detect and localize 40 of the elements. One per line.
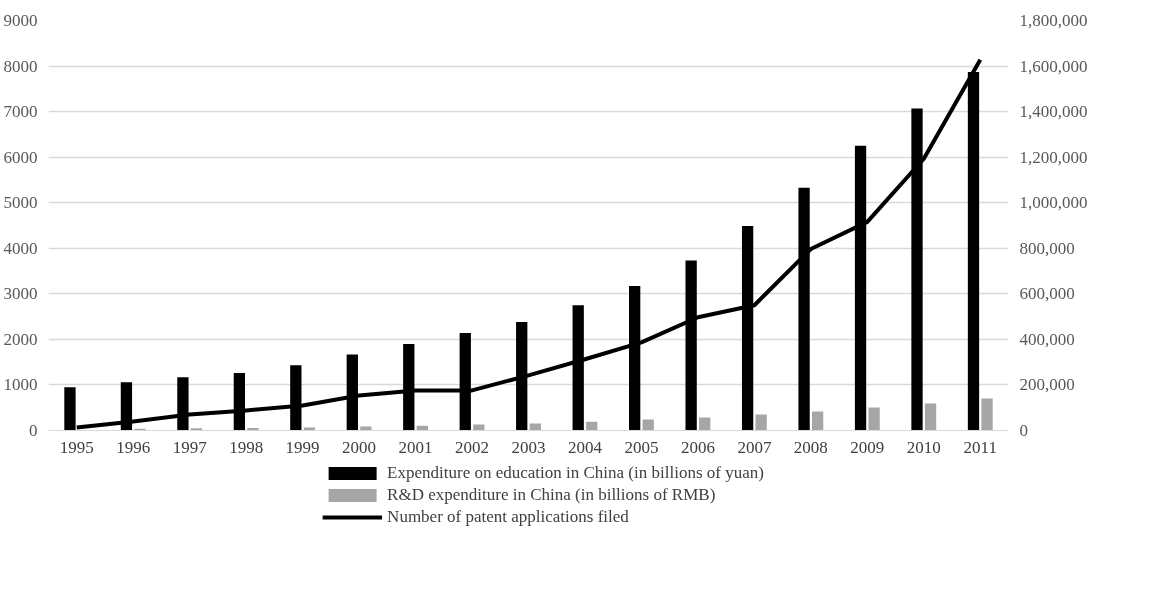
x-tick-label: 1999 (285, 437, 320, 457)
y2-tick-label: 600,000 (1019, 284, 1075, 304)
legend-label: Number of patent applications filed (387, 507, 629, 527)
x-tick-label: 1998 (229, 437, 264, 457)
x-tick-label: 2000 (342, 437, 377, 457)
x-tick-label: 2001 (398, 437, 433, 457)
y2-tick-label: 400,000 (1019, 329, 1075, 349)
x-tick-label: 2006 (680, 437, 715, 457)
x-tick-label: 1995 (59, 437, 94, 457)
y2-tick-label: 1,000,000 (1019, 193, 1088, 213)
x-tick-label: 2002 (455, 437, 490, 457)
x-tick-label: 2005 (624, 437, 659, 457)
legend-label: R&D expenditure in China (in billions of RMB) (387, 485, 716, 505)
y2-tick-label: 0 (1019, 421, 1028, 440)
x-tick-label: 2010 (906, 437, 941, 457)
x-tick-label: 2007 (737, 437, 772, 457)
x-tick-label: 2003 (511, 437, 546, 457)
y-tick-label: 2000 (3, 329, 38, 349)
y2-tick-label: 1,800,000 (1019, 11, 1088, 30)
x-tick-label: 2011 (963, 437, 997, 457)
legend-label: Expenditure on education in China (in billions of yuan) (387, 463, 764, 483)
y2-tick-label: 800,000 (1019, 238, 1075, 258)
y2-tick-label: 1,400,000 (1019, 102, 1088, 122)
x-tick-label: 2004 (567, 437, 603, 457)
y-tick-label: 0 (29, 421, 38, 440)
y-tick-label: 7000 (3, 102, 38, 122)
y-tick-label: 4000 (3, 238, 38, 258)
y2-tick-label: 200,000 (1019, 375, 1075, 395)
x-tick-label: 1996 (116, 437, 151, 457)
x-tick-label: 2008 (793, 437, 828, 457)
y2-tick-label: 1,600,000 (1019, 56, 1088, 76)
x-tick-label: 1997 (172, 437, 208, 457)
y-tick-label: 6000 (3, 147, 38, 167)
y-tick-label: 3000 (3, 284, 38, 304)
y-tick-label: 1000 (3, 375, 38, 395)
y-tick-label: 9000 (3, 11, 38, 30)
y-tick-label: 5000 (3, 193, 38, 213)
y-tick-label: 8000 (3, 56, 38, 76)
y2-tick-label: 1,200,000 (1019, 147, 1088, 167)
x-tick-label: 2009 (850, 437, 885, 457)
